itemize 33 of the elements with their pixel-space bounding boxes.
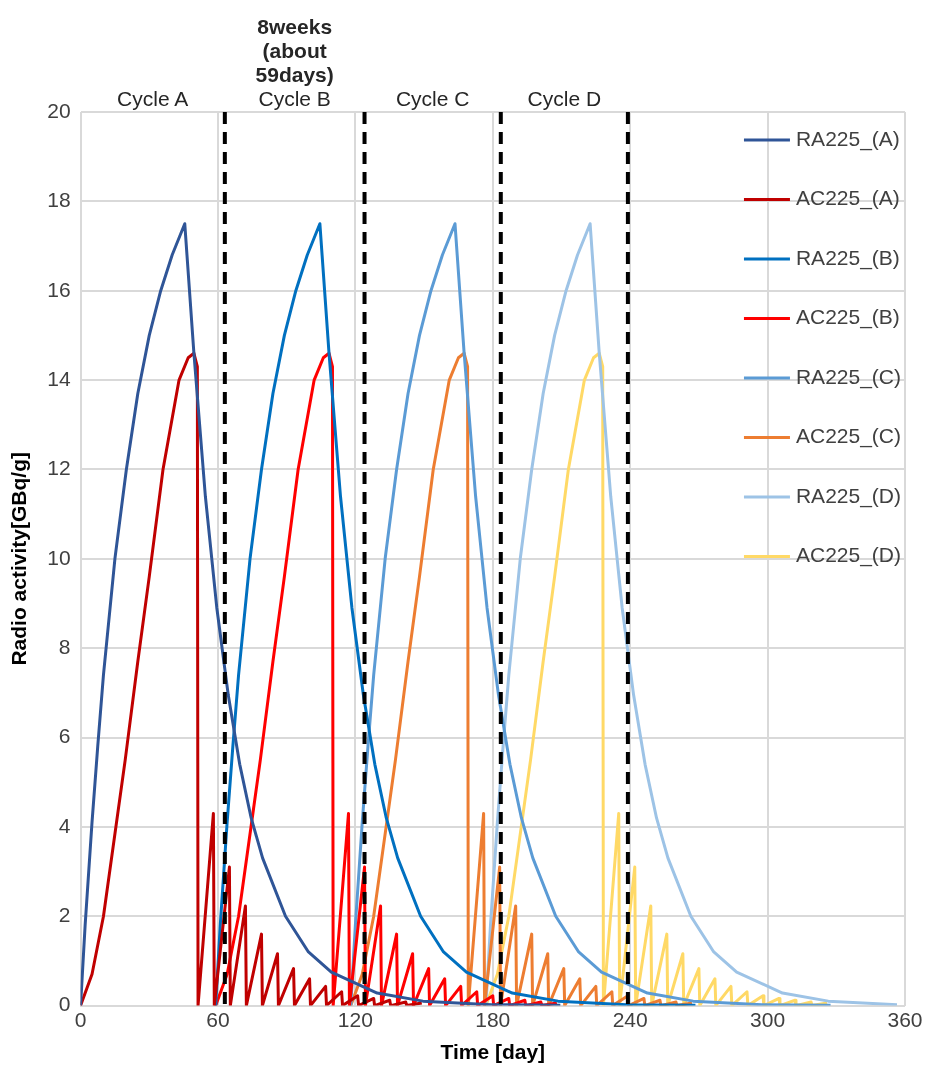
text: Cycle C	[395, 87, 470, 110]
y-tick-label: 8	[58, 634, 71, 658]
text: Cycle D	[527, 87, 602, 110]
y-tick-label: 2	[58, 903, 71, 927]
y-tick-label: 12	[47, 456, 71, 480]
text: Cycle B	[258, 87, 331, 110]
x-tick-label: 300	[750, 1008, 786, 1031]
x-tick-label: 360	[887, 1008, 923, 1031]
x-tick-label: 120	[337, 1008, 373, 1031]
legend-label: AC225_(C)	[795, 424, 902, 449]
y-tick-label: 0	[58, 992, 71, 1016]
text: Cycle A	[117, 87, 189, 110]
y-tick-label: 6	[58, 724, 71, 748]
x-tick-label: 180	[475, 1008, 511, 1031]
x-tick-label: 60	[206, 1008, 230, 1031]
y-tick-label: 18	[47, 188, 71, 212]
y-tick-label: 14	[47, 366, 71, 390]
legend-label: AC225_(D)	[795, 543, 902, 568]
legend-label: RA225_(D)	[795, 483, 902, 508]
x-tick-label: 240	[612, 1008, 648, 1031]
y-tick-label: 10	[47, 545, 71, 569]
y-tick-label: 16	[47, 277, 71, 301]
legend-label: RA225_(B)	[795, 245, 900, 270]
legend-label: AC225_(B)	[795, 305, 900, 330]
y-axis-title: Radio activity[GBq/g]	[7, 452, 31, 666]
x-axis-title: Time [day]	[440, 1040, 546, 1064]
text: 8weeks (about 59days)	[255, 15, 334, 86]
legend-label: AC225_(A)	[795, 186, 900, 211]
legend-label: RA225_(C)	[795, 364, 902, 389]
x-tick-label: 0	[74, 1008, 87, 1031]
y-tick-label: 4	[58, 813, 71, 837]
legend-label: RA225_(A)	[795, 126, 900, 151]
y-tick-label: 20	[47, 98, 71, 122]
